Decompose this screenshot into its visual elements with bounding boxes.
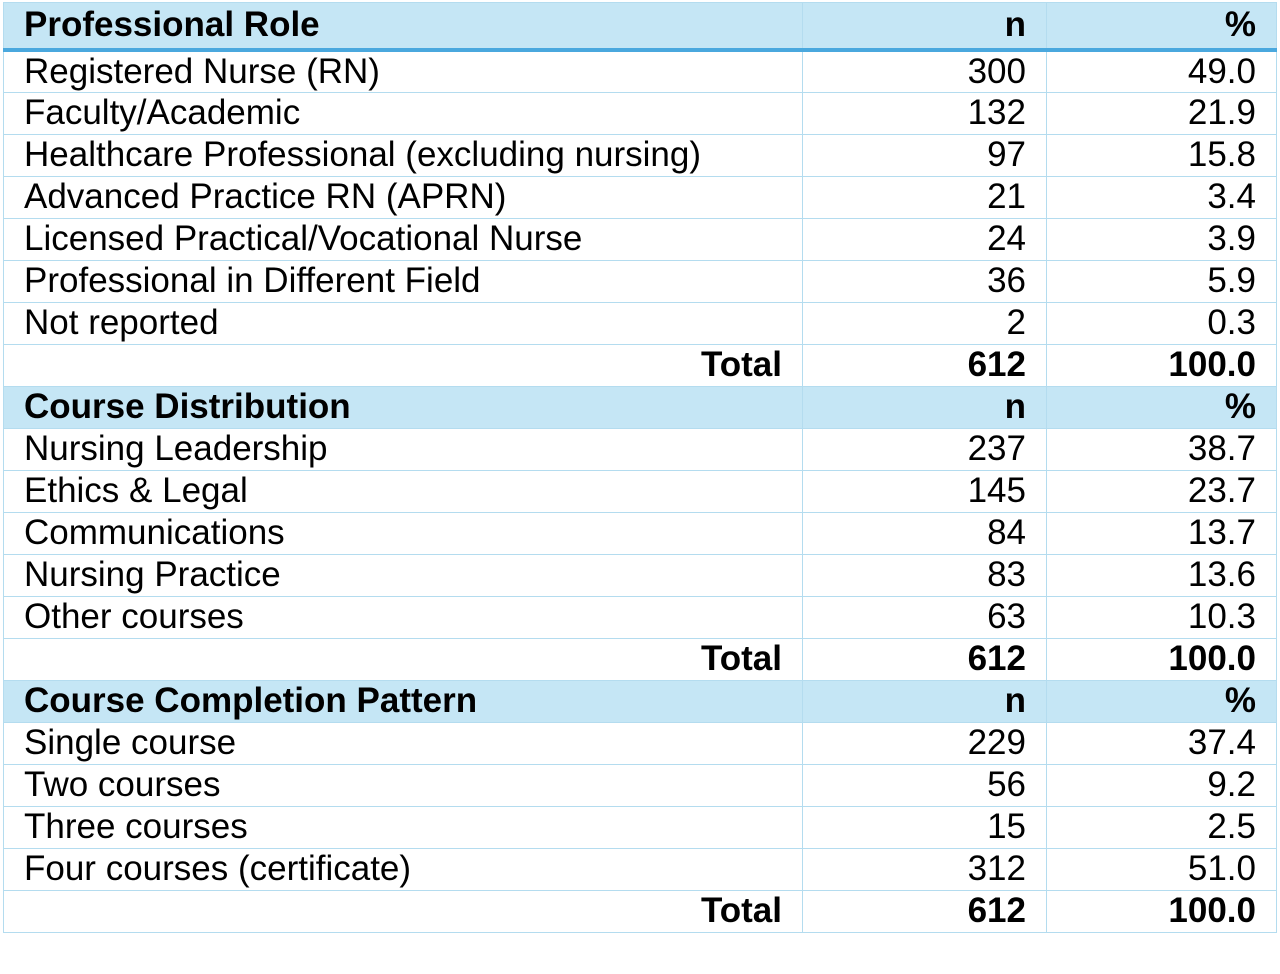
row-n: 36 — [802, 259, 1047, 303]
table-row: Professional in Different Field 36 5.9 — [3, 259, 1277, 303]
table-row: Licensed Practical/Vocational Nurse 24 3… — [3, 217, 1277, 261]
row-n: 312 — [802, 847, 1047, 891]
table-row: Two courses 56 9.2 — [3, 763, 1277, 807]
total-percent: 100.0 — [1046, 343, 1277, 387]
table-row: Ethics & Legal 145 23.7 — [3, 469, 1277, 513]
row-percent: 15.8 — [1046, 133, 1277, 177]
total-label: Total — [3, 343, 803, 387]
row-n: 24 — [802, 217, 1047, 261]
header-percent: % — [1046, 679, 1277, 723]
row-label: Professional in Different Field — [3, 259, 803, 303]
row-label: Four courses (certificate) — [3, 847, 803, 891]
total-n: 612 — [802, 889, 1047, 933]
row-n: 132 — [802, 91, 1047, 135]
row-n: 97 — [802, 133, 1047, 177]
row-n: 229 — [802, 721, 1047, 765]
row-label: Nursing Practice — [3, 553, 803, 597]
row-label: Single course — [3, 721, 803, 765]
row-label: Registered Nurse (RN) — [3, 49, 803, 93]
row-n: 56 — [802, 763, 1047, 807]
table-row: Four courses (certificate) 312 51.0 — [3, 847, 1277, 891]
total-percent: 100.0 — [1046, 637, 1277, 681]
table-row: Other courses 63 10.3 — [3, 595, 1277, 639]
table-row: Healthcare Professional (excluding nursi… — [3, 133, 1277, 177]
row-percent: 23.7 — [1046, 469, 1277, 513]
row-n: 63 — [802, 595, 1047, 639]
header-label: Professional Role — [3, 2, 803, 52]
row-label: Other courses — [3, 595, 803, 639]
row-percent: 2.5 — [1046, 805, 1277, 849]
row-label: Healthcare Professional (excluding nursi… — [3, 133, 803, 177]
section-header-course-distribution: Course Distribution n % — [3, 385, 1277, 429]
row-percent: 10.3 — [1046, 595, 1277, 639]
row-percent: 49.0 — [1046, 49, 1277, 93]
row-label: Not reported — [3, 301, 803, 345]
row-n: 15 — [802, 805, 1047, 849]
row-label: Faculty/Academic — [3, 91, 803, 135]
header-label: Course Completion Pattern — [3, 679, 803, 723]
header-n: n — [802, 2, 1047, 52]
row-label: Licensed Practical/Vocational Nurse — [3, 217, 803, 261]
row-n: 2 — [802, 301, 1047, 345]
row-percent: 13.6 — [1046, 553, 1277, 597]
section-header-course-completion-pattern: Course Completion Pattern n % — [3, 679, 1277, 723]
table-row: Nursing Practice 83 13.6 — [3, 553, 1277, 597]
row-n: 21 — [802, 175, 1047, 219]
row-label: Nursing Leadership — [3, 427, 803, 471]
table-row: Not reported 2 0.3 — [3, 301, 1277, 345]
row-n: 237 — [802, 427, 1047, 471]
row-percent: 21.9 — [1046, 91, 1277, 135]
row-percent: 38.7 — [1046, 427, 1277, 471]
row-label: Ethics & Legal — [3, 469, 803, 513]
table-row: Three courses 15 2.5 — [3, 805, 1277, 849]
row-percent: 0.3 — [1046, 301, 1277, 345]
row-percent: 37.4 — [1046, 721, 1277, 765]
row-n: 300 — [802, 49, 1047, 93]
row-percent: 9.2 — [1046, 763, 1277, 807]
total-label: Total — [3, 889, 803, 933]
header-n: n — [802, 385, 1047, 429]
header-label: Course Distribution — [3, 385, 803, 429]
table-row: Single course 229 37.4 — [3, 721, 1277, 765]
demographics-table: Professional Role n % Registered Nurse (… — [3, 2, 1277, 933]
row-label: Three courses — [3, 805, 803, 849]
row-percent: 3.4 — [1046, 175, 1277, 219]
total-row-professional-role: Total 612 100.0 — [3, 343, 1277, 387]
total-n: 612 — [802, 637, 1047, 681]
table-row: Communications 84 13.7 — [3, 511, 1277, 555]
header-percent: % — [1046, 385, 1277, 429]
table-row: Nursing Leadership 237 38.7 — [3, 427, 1277, 471]
table-row: Advanced Practice RN (APRN) 21 3.4 — [3, 175, 1277, 219]
row-label: Advanced Practice RN (APRN) — [3, 175, 803, 219]
row-n: 83 — [802, 553, 1047, 597]
total-percent: 100.0 — [1046, 889, 1277, 933]
table-row: Faculty/Academic 132 21.9 — [3, 91, 1277, 135]
table-row: Registered Nurse (RN) 300 49.0 — [3, 49, 1277, 93]
header-percent: % — [1046, 2, 1277, 52]
row-percent: 5.9 — [1046, 259, 1277, 303]
header-n: n — [802, 679, 1047, 723]
demographics-table-container: Professional Role n % Registered Nurse (… — [3, 2, 1277, 933]
row-percent: 51.0 — [1046, 847, 1277, 891]
section-header-professional-role: Professional Role n % — [3, 2, 1277, 52]
row-percent: 13.7 — [1046, 511, 1277, 555]
row-label: Communications — [3, 511, 803, 555]
row-label: Two courses — [3, 763, 803, 807]
total-row-course-distribution: Total 612 100.0 — [3, 637, 1277, 681]
row-percent: 3.9 — [1046, 217, 1277, 261]
total-label: Total — [3, 637, 803, 681]
row-n: 145 — [802, 469, 1047, 513]
total-row-course-completion-pattern: Total 612 100.0 — [3, 889, 1277, 933]
total-n: 612 — [802, 343, 1047, 387]
row-n: 84 — [802, 511, 1047, 555]
